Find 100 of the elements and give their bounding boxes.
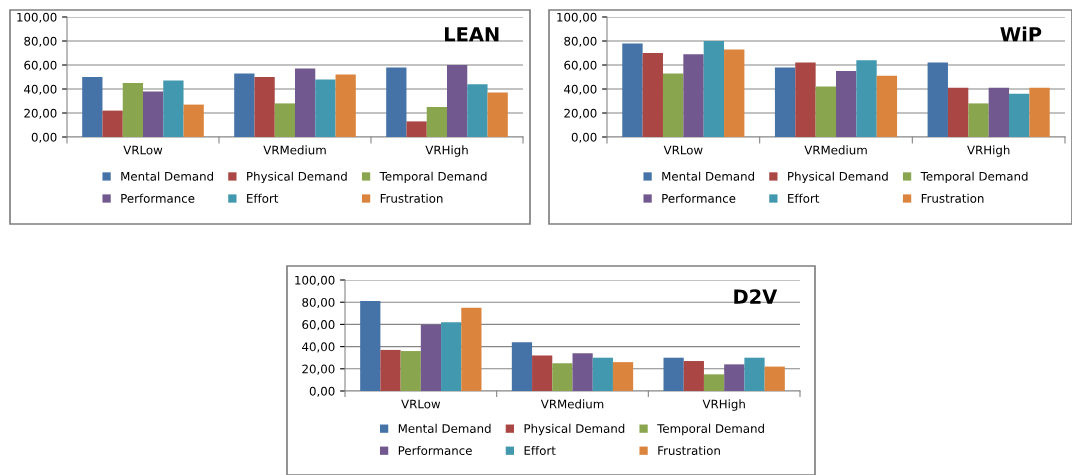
bar bbox=[662, 73, 684, 137]
bar bbox=[360, 301, 381, 391]
legend-label: Performance bbox=[121, 193, 195, 203]
legend-label: Mental Demand bbox=[662, 171, 754, 181]
y-tick-label: 40,00 bbox=[564, 84, 597, 95]
bar bbox=[622, 43, 643, 137]
bar bbox=[532, 355, 553, 391]
bar bbox=[426, 107, 447, 137]
bar bbox=[764, 366, 785, 391]
y-tick-label: 0,00 bbox=[571, 132, 597, 143]
chart-title: LEAN bbox=[444, 27, 499, 42]
bar bbox=[122, 83, 143, 137]
x-tick-label: VRHigh bbox=[425, 145, 468, 157]
y-tick-label: 100,00 bbox=[295, 275, 335, 286]
bar bbox=[724, 364, 745, 391]
bar bbox=[744, 357, 765, 391]
legend-label: Temporal Demand bbox=[920, 171, 1028, 184]
legend-label: Temporal Demand bbox=[657, 423, 764, 436]
bar bbox=[163, 80, 184, 137]
legend-label: Effort bbox=[247, 193, 279, 203]
bar bbox=[234, 73, 255, 137]
legend-label: Mental Demand bbox=[398, 423, 491, 433]
y-tick-label: 100,00 bbox=[17, 12, 57, 23]
x-tick-label: VRLow bbox=[663, 145, 703, 155]
bar bbox=[856, 60, 877, 137]
y-tick-label: 20,00 bbox=[24, 108, 57, 119]
bar bbox=[947, 87, 969, 137]
bar bbox=[254, 77, 275, 137]
bar bbox=[447, 65, 468, 137]
bar bbox=[552, 363, 573, 391]
y-tick-label: 80,00 bbox=[564, 36, 597, 47]
legend-label: Physical Demand bbox=[788, 171, 888, 184]
bar bbox=[315, 79, 336, 137]
bar bbox=[400, 351, 421, 391]
legend-label: Physical Demand bbox=[247, 171, 347, 184]
legend-label: Frustration bbox=[380, 193, 443, 203]
bar bbox=[295, 68, 316, 137]
legend-label: Frustration bbox=[658, 445, 720, 456]
bar bbox=[683, 361, 704, 391]
bar bbox=[612, 362, 634, 391]
bar bbox=[642, 53, 663, 137]
y-tick-label: 20,00 bbox=[564, 108, 597, 119]
legend-label: Temporal Demand bbox=[379, 171, 487, 184]
legend-label: Effort bbox=[788, 193, 820, 203]
chart-title: WiP bbox=[1000, 26, 1042, 42]
x-tick-label: VRLow bbox=[401, 399, 441, 409]
legend-label: Frustration bbox=[921, 193, 984, 203]
bar bbox=[572, 353, 593, 391]
bar bbox=[815, 86, 836, 137]
y-tick-label: 80,00 bbox=[302, 297, 335, 309]
bar bbox=[836, 71, 857, 137]
bar bbox=[774, 67, 796, 137]
bar bbox=[511, 342, 533, 391]
bar bbox=[663, 357, 684, 391]
legend-label: Physical Demand bbox=[524, 423, 625, 436]
y-tick-label: 60,00 bbox=[302, 320, 335, 331]
bar bbox=[441, 322, 462, 391]
y-tick-label: 40,00 bbox=[24, 84, 57, 95]
bar bbox=[988, 87, 1010, 137]
bar bbox=[927, 62, 948, 137]
bar bbox=[420, 324, 442, 391]
x-tick-label: VRMedium bbox=[263, 145, 326, 155]
legend-label: Performance bbox=[398, 445, 472, 456]
legend-label: Mental Demand bbox=[121, 171, 213, 181]
x-tick-label: VRHigh bbox=[702, 399, 745, 411]
bar bbox=[592, 357, 613, 391]
bar bbox=[143, 91, 164, 137]
y-tick-label: 60,00 bbox=[24, 60, 57, 71]
bar bbox=[1029, 87, 1050, 137]
bar bbox=[183, 104, 204, 137]
bar bbox=[487, 92, 508, 137]
bar bbox=[461, 307, 482, 391]
x-tick-label: VRLow bbox=[123, 145, 163, 155]
bar bbox=[703, 374, 725, 391]
y-tick-label: 100,00 bbox=[557, 12, 597, 23]
legend-label: Performance bbox=[662, 193, 736, 203]
bar bbox=[467, 84, 488, 137]
x-tick-label: VRHigh bbox=[967, 145, 1010, 157]
bar bbox=[335, 74, 356, 137]
bar bbox=[380, 349, 401, 391]
y-tick-label: 0,00 bbox=[309, 386, 335, 397]
bar bbox=[1009, 93, 1030, 137]
bar bbox=[724, 49, 745, 137]
y-tick-label: 40,00 bbox=[302, 342, 335, 353]
y-tick-label: 0,00 bbox=[31, 132, 57, 143]
bar bbox=[406, 121, 427, 137]
y-tick-label: 80,00 bbox=[24, 36, 57, 47]
bar bbox=[683, 54, 704, 137]
bar bbox=[274, 103, 295, 137]
x-tick-label: VRMedium bbox=[804, 145, 867, 155]
bar bbox=[795, 62, 816, 137]
x-tick-label: VRMedium bbox=[540, 399, 604, 409]
bar bbox=[386, 67, 407, 137]
y-tick-label: 60,00 bbox=[564, 60, 597, 71]
bar bbox=[968, 103, 989, 137]
bar bbox=[82, 77, 103, 137]
legend-label: Effort bbox=[524, 445, 556, 456]
bar bbox=[703, 41, 725, 137]
y-tick-label: 20,00 bbox=[302, 364, 335, 375]
bar bbox=[102, 110, 123, 137]
